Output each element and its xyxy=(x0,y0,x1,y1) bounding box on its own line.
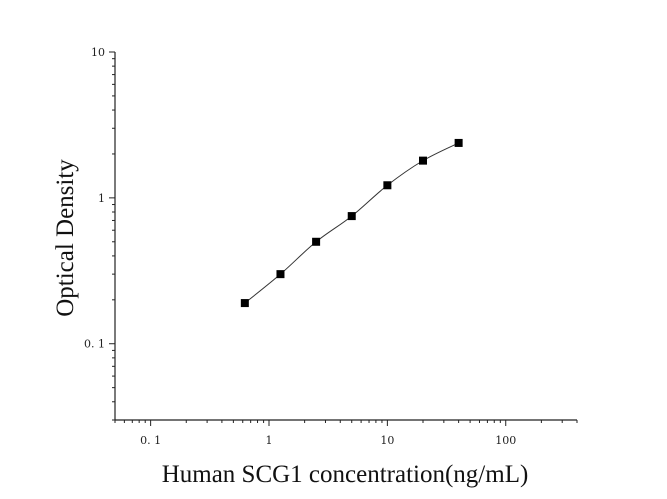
x-tick-label: 100 xyxy=(495,434,516,447)
data-point xyxy=(240,299,249,308)
y-axis-ticks: 0. 1 1 10 xyxy=(84,46,115,421)
fit-curve-line xyxy=(244,142,459,304)
x-axis-title: Human SCG1 concentration(ng/mL) xyxy=(162,461,529,488)
data-point xyxy=(454,138,463,147)
x-tick-label: 10 xyxy=(380,434,394,447)
y-axis-title: Optical Density xyxy=(52,159,79,317)
x-tick-label: 1 xyxy=(266,434,273,447)
x-axis-ticks: 0. 1 1 10 100 xyxy=(114,420,578,447)
data-points xyxy=(240,138,463,308)
data-point xyxy=(276,270,285,279)
data-point xyxy=(383,181,392,190)
plot-area: 0. 1 1 10 100 0. 1 1 10 xyxy=(84,46,578,447)
y-tick-label: 0. 1 xyxy=(84,338,105,351)
data-point xyxy=(312,237,321,246)
y-tick-label: 1 xyxy=(98,192,105,205)
y-tick-label: 10 xyxy=(91,46,105,59)
data-point xyxy=(419,156,427,165)
data-point xyxy=(347,212,356,221)
x-tick-label: 0. 1 xyxy=(140,434,161,447)
